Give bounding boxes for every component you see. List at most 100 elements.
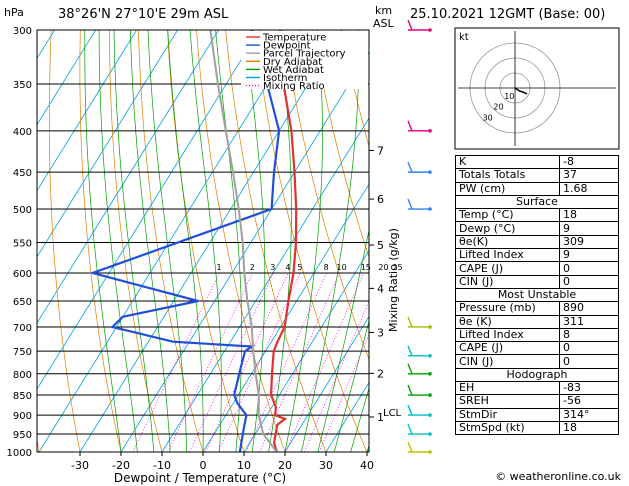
dry-adiabat-line bbox=[108, 30, 163, 452]
index-label: Temp (°C) bbox=[455, 208, 560, 223]
index-value: 314° bbox=[559, 407, 619, 422]
height-tick-label: 1 bbox=[377, 411, 384, 424]
index-label: CIN (J) bbox=[455, 354, 560, 369]
wind-barb-flag bbox=[407, 198, 413, 210]
height-tick-label: 6 bbox=[377, 193, 384, 206]
dry-adiabat-line bbox=[225, 30, 327, 452]
index-label: Lifted Index bbox=[455, 248, 560, 263]
wet-adiabat-line bbox=[333, 319, 369, 452]
index-value: 9 bbox=[559, 248, 619, 263]
index-label: Totals Totals bbox=[455, 168, 560, 183]
index-value: 0 bbox=[559, 261, 619, 276]
pressure-tick-label: 700 bbox=[13, 323, 32, 334]
index-value: 1.68 bbox=[559, 181, 619, 196]
isotherm-line bbox=[37, 30, 96, 126]
index-label: K bbox=[455, 154, 560, 170]
wind-barb-flag bbox=[407, 404, 413, 416]
index-row: Totals Totals 37 bbox=[455, 168, 619, 183]
wind-barb-dot bbox=[428, 432, 432, 436]
wind-barb-flag bbox=[407, 19, 413, 31]
mixing-ratio-label: 5 bbox=[297, 263, 302, 272]
wind-barb-dot bbox=[428, 450, 432, 454]
height-tick-label: 3 bbox=[377, 326, 384, 339]
x-tick-label: 20 bbox=[278, 459, 292, 472]
wind-barb-flag bbox=[407, 120, 413, 132]
index-label: θe (K) bbox=[455, 314, 560, 329]
isotherm-line bbox=[161, 117, 369, 452]
mixing-ratio-line bbox=[217, 272, 301, 452]
series-line-parcel-trajectory bbox=[209, 30, 278, 452]
wind-barb-dot bbox=[428, 129, 432, 133]
wind-barbs bbox=[407, 19, 432, 454]
index-value: 311 bbox=[559, 314, 619, 329]
hodograph-frame bbox=[454, 27, 620, 150]
pressure-tick-label: 1000 bbox=[7, 448, 32, 459]
wind-barb-flag bbox=[407, 316, 413, 328]
x-tick-label: -10 bbox=[153, 459, 171, 472]
pressure-tick-label: 600 bbox=[13, 269, 32, 280]
legend-entry: Temperature bbox=[262, 33, 326, 44]
wind-barb-dot bbox=[428, 325, 432, 329]
legend-entry: Dry Adiabat bbox=[263, 57, 322, 68]
index-label: Pressure (mb) bbox=[455, 301, 560, 316]
wind-barb-dot bbox=[428, 207, 432, 211]
index-label: Lifted Index bbox=[455, 327, 560, 343]
wet-adiabat-line bbox=[129, 30, 171, 452]
height-tick-label: 5 bbox=[377, 239, 384, 252]
isotherm-line bbox=[37, 30, 178, 258]
axis-labels: 1 2 3 4 5 8 10 15 20 2530035040045050055060065070… bbox=[7, 26, 403, 485]
wet-adiabat-line bbox=[167, 30, 204, 452]
pressure-tick-label: 850 bbox=[13, 391, 32, 402]
mixing-ratio-label: 20 bbox=[378, 263, 388, 272]
pressure-tick-label: 450 bbox=[13, 168, 32, 179]
mixing-ratio-label: 25 bbox=[392, 263, 402, 272]
index-value: 18 bbox=[559, 208, 619, 223]
mixing-ratio-line bbox=[189, 272, 274, 452]
hodograph-row: StmDir 314° bbox=[455, 407, 619, 422]
hodograph-ring-label: 30 bbox=[483, 113, 493, 122]
index-value: 8 bbox=[559, 327, 619, 343]
mixing-ratio-line bbox=[132, 272, 220, 452]
wet-adiabat-line bbox=[84, 30, 122, 452]
legend-entry: Parcel Trajectory bbox=[263, 49, 346, 60]
mixing-ratio-label: 3 bbox=[270, 263, 275, 272]
index-value: 18 bbox=[559, 420, 619, 436]
footer-credit: © weatheronline.co.uk bbox=[495, 470, 621, 483]
pressure-tick-label: 800 bbox=[13, 370, 32, 381]
wet-adiabat-line bbox=[284, 30, 323, 452]
isotherm-line bbox=[202, 183, 369, 452]
index-value: -8 bbox=[559, 154, 619, 170]
dry-adiabat-line bbox=[48, 30, 81, 452]
km-label: km bbox=[375, 4, 393, 17]
section-header: Hodograph bbox=[455, 367, 619, 383]
index-label: CAPE (J) bbox=[455, 261, 560, 276]
most-unstable-header: Most Unstable bbox=[455, 287, 619, 303]
legend-entry: Isotherm bbox=[263, 73, 307, 84]
pressure-tick-label: 500 bbox=[13, 205, 32, 216]
wind-barb-dot bbox=[428, 28, 432, 32]
wind-barb-dot bbox=[428, 354, 432, 358]
isobars bbox=[37, 29, 369, 453]
most-unstable-row: θe (K) 311 bbox=[455, 314, 619, 329]
surface-row: Temp (°C) 18 bbox=[455, 208, 619, 223]
lcl-label: LCL bbox=[383, 408, 402, 419]
mixing-ratio-line bbox=[318, 333, 369, 452]
mixing-ratio-label: 8 bbox=[324, 263, 329, 272]
index-label: PW (cm) bbox=[455, 181, 560, 196]
x-tick-label: 40 bbox=[360, 459, 374, 472]
index-label: CIN (J) bbox=[455, 274, 560, 289]
mixing-ratio-label: 2 bbox=[250, 263, 255, 272]
index-label: CAPE (J) bbox=[455, 341, 560, 356]
mixing-ratio-axis-label: Mixing Ratio (g/kg) bbox=[387, 228, 400, 332]
index-value: 0 bbox=[559, 354, 619, 369]
surface-row: Lifted Index 9 bbox=[455, 248, 619, 263]
wet-adiabat-line bbox=[301, 30, 360, 452]
index-value: 0 bbox=[559, 274, 619, 289]
index-row: PW (cm) 1.68 bbox=[455, 181, 619, 196]
x-axis-label: Dewpoint / Temperature (°C) bbox=[114, 471, 286, 485]
date-label: 25.10.2021 12GMT (Base: 00) bbox=[410, 7, 606, 22]
wind-barb-dot bbox=[428, 371, 432, 376]
index-label: StmDir bbox=[455, 407, 560, 422]
isotherm-line bbox=[37, 30, 260, 390]
